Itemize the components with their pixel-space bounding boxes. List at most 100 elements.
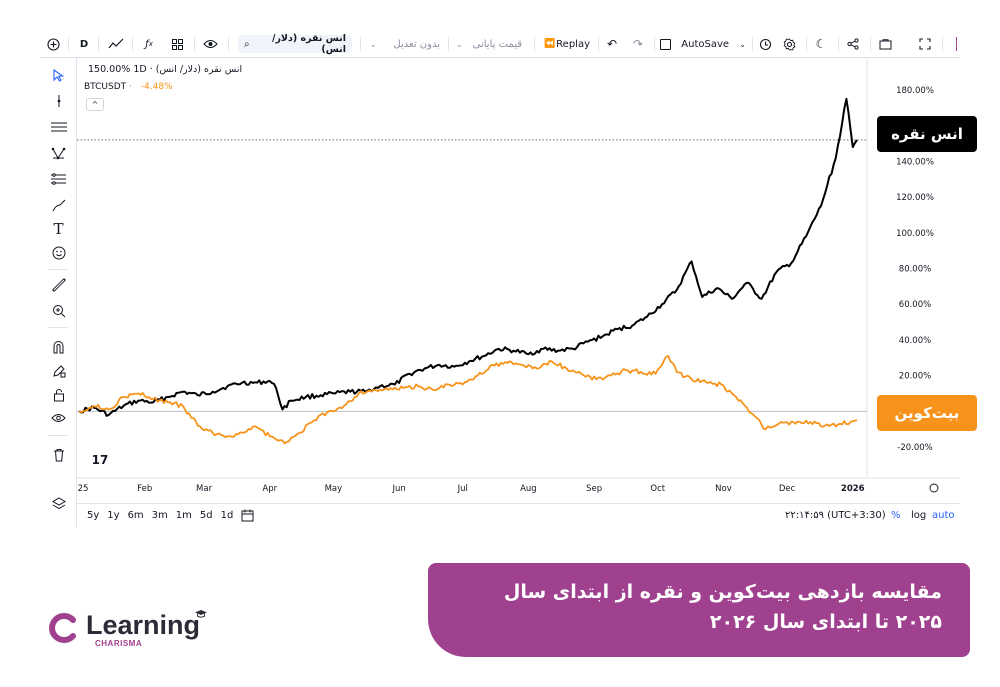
fullscreen-icon[interactable]	[916, 30, 934, 58]
share-icon[interactable]	[844, 30, 862, 58]
symbol-label: انس نقره (دلار/ انس)	[271, 33, 346, 55]
title-banner: مقایسه بازدهی بیت‌کوین و نقره از ابتدای …	[428, 563, 970, 657]
x-tick-label: Feb	[137, 484, 152, 494]
eye-icon[interactable]	[200, 30, 220, 58]
autosave-label: AutoSave	[681, 38, 730, 50]
main-legend: انس نقره (دلار/ انس) · 1D 150.00%	[84, 64, 242, 75]
ruler-icon[interactable]	[40, 274, 77, 296]
axis-settings-icon	[929, 483, 939, 493]
cursor-icon[interactable]	[40, 64, 77, 86]
search-icon: ⌕	[244, 38, 250, 50]
calendar-icon[interactable]	[241, 504, 254, 526]
autosave-toggle[interactable]: AutoSave ⌄	[660, 30, 746, 58]
text-tool-icon[interactable]: T	[53, 220, 64, 238]
x-tick-label: Jun	[391, 484, 405, 494]
chevron-down-icon: ⌄	[739, 39, 746, 49]
bitcoin-price-tag: بیت‌کوین	[877, 395, 977, 431]
banner-line-1: مقایسه بازدهی بیت‌کوین و نقره از ابتدای …	[503, 581, 942, 603]
symbol-search-button[interactable]: ⌕ انس نقره (دلار/ انس)	[238, 33, 352, 55]
settings-gear-icon[interactable]	[780, 30, 798, 58]
main-legend-value: 150.00%	[88, 64, 131, 75]
hide-drawings-icon[interactable]	[40, 408, 77, 430]
chevron-up-icon: ^	[91, 100, 99, 109]
y-tick-label: 180.00%	[896, 86, 934, 96]
range-button-1d[interactable]: 1d	[220, 509, 234, 521]
emoji-icon[interactable]	[40, 242, 77, 264]
pattern-icon[interactable]	[40, 142, 77, 164]
interval-button[interactable]: D	[79, 38, 89, 50]
range-button-5d[interactable]: 5d	[199, 509, 213, 521]
magnet-icon[interactable]	[40, 336, 77, 358]
price-mode-label: قیمت پایانی	[472, 38, 522, 50]
graduation-cap-icon	[195, 610, 207, 618]
chevron-down-icon: ⌄	[456, 39, 463, 49]
undo-icon[interactable]: ↶	[606, 37, 618, 51]
range-button-6m[interactable]: 6m	[127, 509, 144, 521]
adjust-label: بدون تعدیل	[393, 38, 440, 50]
chart-plot[interactable]: 180.00%160.00%140.00%120.00%100.00%80.00…	[77, 58, 960, 501]
silver-price-tag: انس نقره	[877, 116, 977, 152]
alert-clock-icon[interactable]	[756, 30, 774, 58]
log-toggle[interactable]: log	[911, 509, 927, 521]
moon-icon[interactable]: ☾	[815, 37, 827, 51]
compare-symbol: BTCUSDT	[84, 82, 127, 92]
lock-icon[interactable]	[40, 384, 77, 406]
add-symbol-icon[interactable]	[44, 30, 62, 58]
percent-toggle[interactable]: %	[891, 509, 901, 521]
brand-mark-icon	[49, 613, 76, 643]
x-tick-label: Aug	[520, 484, 537, 494]
x-tick-label: Dec	[779, 484, 796, 494]
compare-value: -4.48%	[140, 82, 173, 92]
x-tick-label: Jul	[457, 484, 468, 494]
chart-type-icon[interactable]	[106, 30, 126, 58]
x-tick-label: Oct	[650, 484, 665, 494]
auto-toggle[interactable]: auto	[932, 509, 955, 521]
trend-line-icon[interactable]	[40, 90, 77, 112]
y-tick-label: 120.00%	[896, 193, 934, 203]
range-button-3m[interactable]: 3m	[151, 509, 168, 521]
clock-label[interactable]: ۲۲:۱۴:۵۹ (UTC+3:30)	[785, 509, 886, 521]
tradingview-logo[interactable]: 17	[88, 451, 112, 469]
collapse-legend-button[interactable]: ^	[86, 98, 104, 111]
replay-label: Replay	[556, 38, 590, 50]
brand-name: Learning	[86, 610, 201, 640]
redo-icon[interactable]: ↷	[632, 37, 644, 51]
range-button-5y[interactable]: 5y	[87, 509, 100, 521]
range-button-1y[interactable]: 1y	[107, 509, 120, 521]
zoom-in-icon[interactable]	[40, 300, 77, 322]
brand-sub: CHARISMA	[95, 639, 143, 648]
x-tick-label: May	[325, 484, 343, 494]
y-tick-label: 80.00%	[899, 265, 931, 275]
range-button-1m[interactable]: 1m	[175, 509, 192, 521]
y-tick-label: 40.00%	[899, 336, 931, 346]
price-mode-dropdown[interactable]: ⌄ قیمت پایانی	[456, 30, 522, 58]
banner-line-2: ۲۰۲۵ تا ابتدای سال ۲۰۲۶	[709, 611, 942, 633]
x-tick-label: Sep	[586, 484, 602, 494]
silver-series-line	[78, 97, 858, 417]
bottom-toolbar: 5y 1y 6m 3m 1m 5d 1d ۲۲:۱۴:۵۹ (UTC+3:30) % log…	[77, 503, 960, 527]
screenshot-icon[interactable]	[876, 30, 894, 58]
x-tick-label: 2026	[841, 484, 865, 494]
layers-icon[interactable]	[40, 492, 77, 514]
adjust-dropdown[interactable]: ⌄ بدون تعدیل	[370, 30, 440, 58]
rewind-icon: ⏪	[544, 39, 556, 49]
chart-window	[40, 30, 960, 527]
forecast-icon[interactable]	[40, 168, 77, 190]
brush-icon[interactable]	[40, 194, 77, 216]
layout-grid-icon[interactable]	[168, 30, 186, 58]
pencil-lock-icon[interactable]	[40, 360, 77, 382]
drawing-toolbar: T	[40, 58, 77, 527]
horizontal-lines-icon[interactable]	[40, 116, 77, 138]
chevron-down-icon: ⌄	[370, 39, 377, 49]
range-buttons: 5y 1y 6m 3m 1m 5d 1d	[87, 504, 241, 526]
x-tick-label: 25	[78, 484, 89, 494]
replay-button[interactable]: ⏪ Replay	[544, 30, 590, 58]
trash-icon[interactable]	[40, 444, 77, 466]
x-tick-label: Mar	[196, 484, 213, 494]
main-legend-label: انس نقره (دلار/ انس) · 1D	[133, 64, 243, 75]
y-tick-label: 140.00%	[896, 157, 934, 167]
compare-legend: BTCUSDT · -4.48%	[84, 82, 173, 92]
y-tick-label: 100.00%	[896, 229, 934, 239]
